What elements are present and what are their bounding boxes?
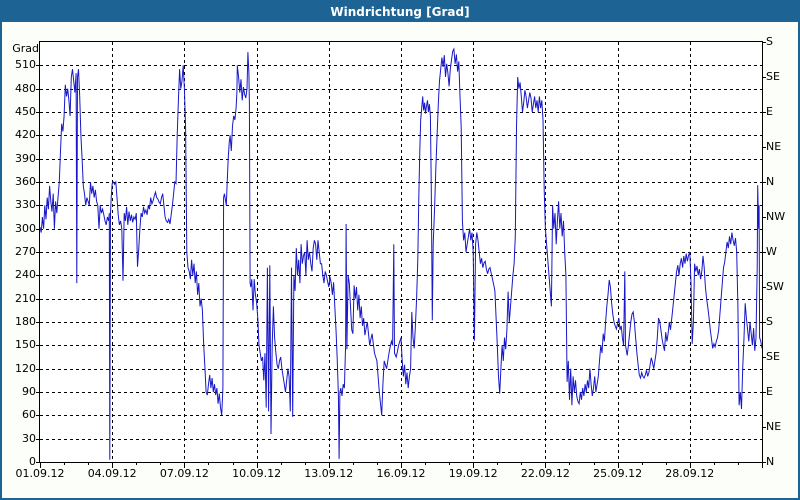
x-axis-tick-label: 22.09.12 — [520, 467, 570, 480]
y-axis-left-tick-label: 240 — [15, 268, 36, 282]
y-axis-right-tick-label: S — [766, 315, 773, 328]
y-axis-right-tick-label: NE — [766, 140, 782, 153]
x-axis-tick-label: 16.09.12 — [376, 467, 426, 480]
y-axis-left-tick-label: 210 — [15, 291, 36, 305]
y-axis-right-tick-label: N — [766, 455, 775, 468]
y-axis-left-tick-label: 150 — [15, 338, 36, 352]
x-axis-tick-label: 25.09.12 — [593, 467, 643, 480]
y-axis-right-tick-label: NW — [766, 210, 786, 223]
y-axis-left-tick-label: 300 — [15, 221, 36, 235]
y-axis-right-tick-label: NE — [766, 420, 782, 433]
y-axis-left-tick-label: 270 — [15, 245, 36, 258]
y-axis-right-tick-label: E — [766, 105, 773, 118]
x-axis-tick-label: 01.09.12 — [15, 467, 65, 480]
y-axis-right-tick-label: N — [766, 175, 775, 188]
y-axis-right-tick-label: W — [766, 245, 777, 258]
y-axis-right-tick-label: E — [766, 385, 773, 398]
y-axis-right-tick-label: SE — [766, 350, 780, 363]
y-axis-right-tick-label: SW — [766, 280, 784, 293]
x-axis-tick-label: 28.09.12 — [665, 467, 715, 480]
y-axis-right-tick-label: S — [766, 35, 773, 48]
axis-ticks — [36, 42, 766, 468]
y-axis-left-tick-label: 510 — [15, 58, 36, 72]
y-axis-left-tick-label: 90 — [22, 385, 36, 398]
y-axis-unit-label: Grad — [12, 42, 39, 55]
x-axis-tick-label: 04.09.12 — [87, 467, 137, 480]
y-axis-left-tick-label: 420 — [15, 128, 36, 142]
y-axis-left-tick-label: 120 — [15, 361, 36, 375]
y-axis-left-tick-label: 180 — [15, 315, 36, 328]
gridlines — [40, 42, 762, 462]
y-axis-left-tick-label: 60 — [22, 408, 36, 422]
wind-direction-series — [39, 47, 763, 460]
x-axis-tick-label: 13.09.12 — [304, 467, 354, 480]
y-axis-left-tick-label: 450 — [15, 105, 36, 118]
y-axis-left-tick-label: 360 — [15, 175, 36, 188]
y-axis-left-tick-label: 330 — [15, 198, 36, 212]
x-axis-tick-label: 19.09.12 — [448, 467, 498, 480]
x-axis-tick-label: 07.09.12 — [159, 467, 209, 480]
x-axis-tick-label: 10.09.12 — [232, 467, 282, 480]
y-axis-left-tick-label: 30 — [22, 431, 36, 445]
window-title: Windrichtung [Grad] — [330, 5, 470, 19]
y-axis-left-tick-label: 480 — [15, 81, 36, 95]
y-axis-left-tick-label: 390 — [15, 151, 36, 165]
y-axis-right-tick-label: SE — [766, 70, 780, 83]
y-axis-left-tick-label: 0 — [29, 455, 36, 468]
window-titlebar[interactable]: Windrichtung [Grad] — [2, 2, 798, 22]
